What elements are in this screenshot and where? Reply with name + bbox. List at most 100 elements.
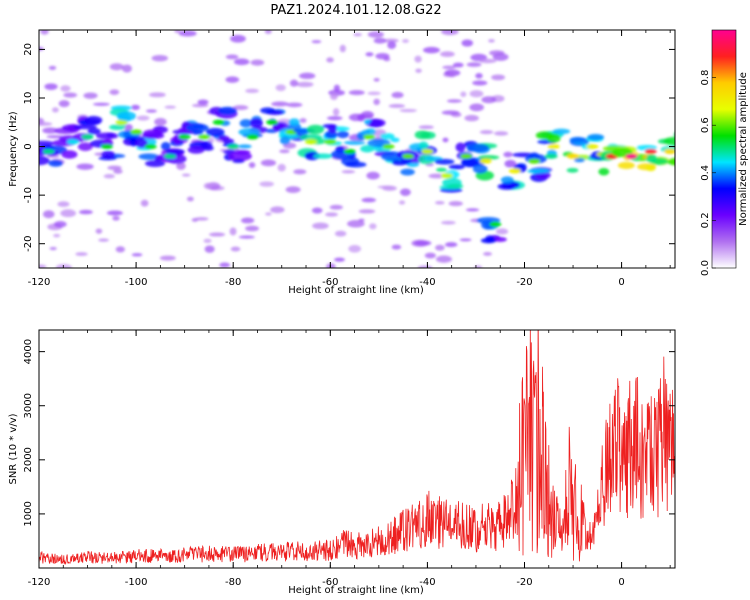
x-tick-label: -120: [28, 277, 51, 288]
heatmap-speckle: [333, 257, 346, 262]
heatmap-speckle: [289, 79, 299, 87]
colorbar-frame: [711, 29, 737, 269]
heatmap-cell: [87, 128, 101, 135]
heatmap-peak: [144, 143, 157, 150]
heatmap-speckle: [109, 89, 120, 95]
y-tick-label: -20: [23, 236, 34, 252]
heatmap-cell: [237, 144, 252, 149]
heatmap-speckle: [75, 252, 88, 256]
heatmap-speckle: [296, 81, 314, 88]
heatmap-cell: [390, 137, 400, 143]
heatmap-speckle: [402, 39, 409, 43]
heatmap-cell: [400, 168, 415, 176]
heatmap-speckle: [131, 253, 143, 257]
heatmap-speckle: [53, 233, 61, 238]
heatmap-speckle: [106, 210, 123, 216]
heatmap-speckle: [145, 109, 158, 113]
heatmap-speckle: [367, 91, 381, 96]
heatmap-speckle: [398, 200, 406, 205]
heatmap-speckle: [58, 100, 70, 108]
heatmap-cell: [617, 161, 635, 170]
heatmap-speckle: [285, 186, 301, 194]
heatmap-peak: [266, 119, 279, 125]
heatmap-speckle: [63, 92, 78, 98]
heatmap-speckle: [112, 215, 120, 221]
heatmap-speckle: [240, 217, 255, 224]
heatmap-cell: [328, 124, 337, 134]
heatmap-peak: [586, 143, 599, 150]
heatmap-cell: [61, 150, 78, 159]
heatmap-speckle: [83, 92, 98, 99]
heatmap-peak: [440, 173, 453, 179]
heatmap-speckle: [277, 163, 286, 172]
heatmap-cell: [360, 145, 375, 153]
heatmap-cell: [95, 132, 119, 140]
heatmap-speckle: [299, 118, 307, 123]
heatmap-peak: [178, 134, 191, 140]
heatmap-speckle: [121, 64, 132, 73]
heatmap-speckle: [115, 246, 125, 253]
heatmap-cell: [39, 155, 50, 166]
heatmap-cell: [234, 149, 251, 155]
heatmap-speckle: [326, 57, 334, 63]
heatmap-speckle: [417, 265, 433, 268]
heatmap-speckle: [494, 131, 509, 136]
heatmap-cell: [369, 119, 383, 128]
heatmap-speckle: [388, 104, 406, 108]
heatmap-speckle: [203, 238, 212, 243]
snr-panel: -120 -100 -80 -60 -40 -20 0 1000 2000 3000 4000 He…: [8, 329, 676, 596]
heatmap-speckle: [55, 263, 72, 268]
heatmap-speckle: [459, 238, 472, 242]
heatmap-peak: [547, 143, 560, 150]
heatmap-speckle: [136, 115, 150, 121]
heatmap-speckle: [164, 105, 177, 109]
snr-xlabel: Height of straight line (km): [288, 585, 424, 596]
heatmap-cell: [138, 153, 159, 160]
y-tick-label: 10: [23, 92, 34, 105]
heatmap-speckle: [375, 52, 390, 60]
heatmap-speckle: [329, 204, 343, 210]
heatmap-speckle: [312, 222, 329, 230]
heatmap-speckle: [373, 98, 380, 106]
heatmap-speckle: [489, 50, 505, 56]
heatmap-cell: [455, 142, 466, 152]
snr-plot-area: [39, 330, 675, 568]
y-tick-label: 0: [23, 143, 34, 149]
heatmap-cell: [598, 167, 610, 176]
heatmap-speckle: [271, 101, 289, 107]
heatmap-speckle: [357, 113, 366, 122]
heatmap-cell: [527, 168, 549, 174]
spectrogram-plot-area: [39, 30, 675, 268]
colorbar-tick-label: 0.4: [700, 165, 711, 181]
heatmap-speckle: [387, 41, 397, 50]
heatmap-speckle: [286, 102, 303, 108]
heatmap-speckle: [39, 264, 47, 268]
heatmap-speckle: [461, 39, 474, 47]
heatmap-speckle: [204, 245, 215, 253]
heatmap-speckle: [348, 90, 365, 96]
heatmap-speckle: [391, 244, 402, 250]
heatmap-cell: [500, 176, 514, 184]
heatmap-speckle: [474, 265, 483, 268]
heatmap-speckle: [326, 263, 336, 268]
heatmap-speckle: [219, 262, 231, 268]
heatmap-speckle: [264, 30, 272, 35]
heatmap-speckle: [293, 169, 307, 175]
heatmap-speckle: [464, 114, 479, 122]
heatmap-speckle: [377, 185, 394, 189]
heatmap-speckle: [334, 230, 347, 237]
heatmap-speckle: [466, 62, 482, 67]
colorbar-ticks: 0.0 0.2 0.4 0.6 0.8: [700, 70, 716, 276]
chart-title: PAZ1.2024.101.12.08.G22: [270, 3, 441, 18]
heatmap-speckle: [233, 58, 250, 66]
heatmap-cell: [165, 148, 185, 155]
heatmap-speckle: [181, 173, 191, 177]
heatmap-cell: [343, 140, 366, 145]
heatmap-cell: [344, 161, 367, 168]
x-tick-label: -60: [322, 277, 338, 288]
heatmap-speckle: [441, 30, 459, 36]
heatmap-speckle: [503, 151, 513, 158]
heatmap-cell: [116, 111, 137, 121]
colorbar-label: Normalized spectral amplitude: [738, 72, 749, 226]
